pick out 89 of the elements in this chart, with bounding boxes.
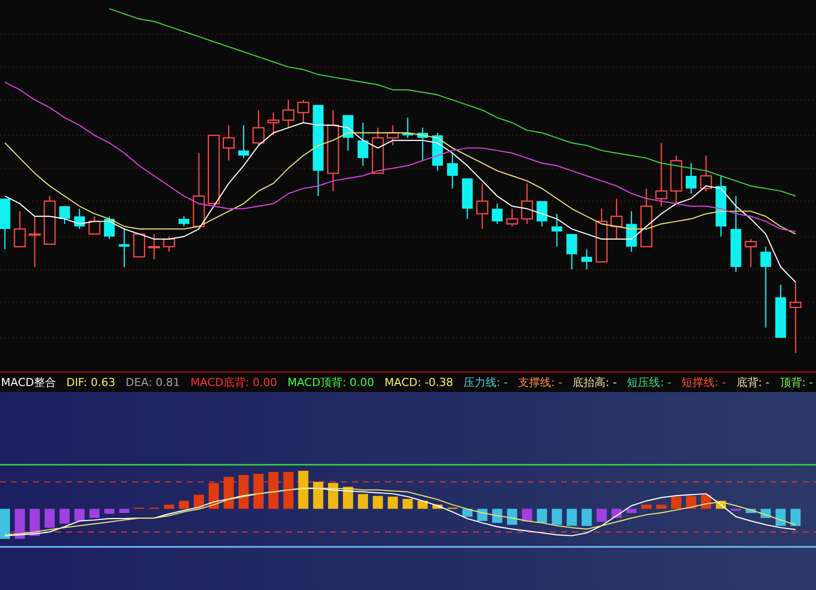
candlestick <box>163 236 175 252</box>
candlestick <box>506 208 518 228</box>
bar <box>119 508 130 513</box>
candlestick <box>238 124 249 159</box>
bar <box>268 472 279 509</box>
bar <box>313 482 324 509</box>
bar <box>582 508 592 526</box>
candlestick <box>476 182 488 230</box>
text: 短撑线: - <box>682 376 726 389</box>
bar <box>164 504 174 509</box>
text: 短压线: - <box>627 376 672 389</box>
candlestick <box>59 206 70 225</box>
bar <box>253 474 264 509</box>
bar <box>596 508 607 522</box>
candlestick <box>447 152 458 190</box>
candlestick <box>744 238 757 268</box>
bar <box>358 494 368 509</box>
bar <box>0 508 10 539</box>
bar <box>492 508 502 523</box>
text: 压力线: - <box>464 376 508 389</box>
candlestick <box>74 208 85 230</box>
bar <box>89 508 100 518</box>
bar <box>402 498 413 509</box>
bar <box>372 496 383 509</box>
bar <box>14 508 25 539</box>
bar <box>238 474 249 509</box>
candlestick <box>28 216 41 268</box>
bar <box>626 508 637 513</box>
candlestick <box>267 112 280 136</box>
candlestick <box>686 162 697 194</box>
bar <box>686 496 696 509</box>
bar <box>790 508 801 526</box>
bar <box>776 508 786 526</box>
bar <box>388 496 398 509</box>
bar <box>44 508 55 528</box>
bar <box>224 476 234 509</box>
candlestick <box>536 200 548 228</box>
candlestick <box>133 233 146 258</box>
bar <box>328 482 338 509</box>
chart-title: MACD整合 <box>1 376 56 389</box>
text: MACD顶背: 0.00 <box>287 376 374 389</box>
bar <box>566 508 577 526</box>
bar <box>656 504 666 509</box>
candlestick <box>626 210 637 252</box>
candlestick <box>14 210 26 248</box>
candlestick <box>655 142 668 207</box>
text: MACD: -0.38 <box>384 376 454 389</box>
candlestick <box>521 182 534 225</box>
bar <box>552 508 562 525</box>
candlestick <box>552 213 562 248</box>
bar <box>462 508 472 517</box>
bar <box>283 472 294 509</box>
candlestick <box>222 124 235 162</box>
candlestick <box>342 114 354 152</box>
bar <box>536 508 548 523</box>
text: 底抬高: - <box>572 376 617 389</box>
candlestick <box>492 203 503 225</box>
text: 顶背: - <box>780 376 814 389</box>
bar <box>641 504 652 509</box>
text: DIF: 0.63 <box>66 376 116 389</box>
bar <box>671 496 682 509</box>
candlestick <box>297 99 310 124</box>
bar <box>104 508 114 514</box>
bar <box>208 482 219 509</box>
candlestick <box>760 246 772 328</box>
candlestick <box>610 198 623 240</box>
bar <box>74 508 85 521</box>
candlestick <box>118 228 130 268</box>
text: DEA: 0.81 <box>126 376 180 389</box>
candlestick <box>178 216 190 228</box>
text: 支撑线: - <box>518 376 562 389</box>
bar <box>60 508 70 524</box>
bar <box>298 470 308 509</box>
candlestick <box>148 233 160 260</box>
bar <box>507 508 518 525</box>
candlestick <box>790 282 802 354</box>
bar <box>418 500 428 509</box>
candlestick <box>282 99 294 128</box>
candlestick <box>88 216 100 235</box>
bar <box>30 508 40 536</box>
bar <box>178 500 190 509</box>
candlestick <box>581 248 592 270</box>
candlestick <box>700 154 712 192</box>
text: 底背: - <box>736 376 770 389</box>
text: MACD底背: 0.00 <box>190 376 278 389</box>
bar <box>477 508 488 521</box>
candlestick <box>566 233 578 270</box>
candlestick <box>358 122 368 166</box>
candlestick <box>252 109 264 146</box>
